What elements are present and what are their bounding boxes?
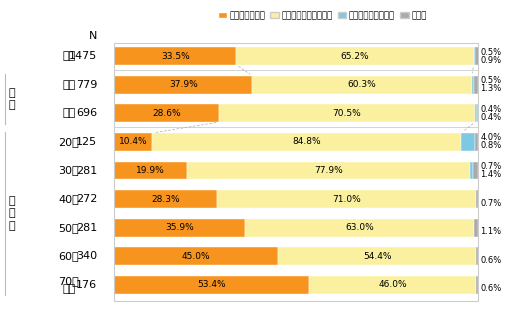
Text: 33.5%: 33.5% (161, 51, 190, 60)
Text: 176: 176 (76, 280, 97, 290)
Text: 50代: 50代 (58, 223, 79, 233)
Text: 1.1%: 1.1% (480, 227, 502, 236)
Text: 1.4%: 1.4% (480, 170, 502, 179)
Legend: よく知っている, 言葉だけは知っている, 言葉も知らなかった, 無回答: よく知っている, 言葉だけは知っている, 言葉も知らなかった, 無回答 (215, 7, 430, 23)
Bar (114, 104, 218, 122)
Text: 35.9%: 35.9% (165, 223, 194, 232)
Bar (475, 47, 479, 65)
Text: 71.0%: 71.0% (332, 195, 361, 204)
Text: N: N (89, 31, 97, 41)
Text: 60.3%: 60.3% (348, 80, 376, 89)
Text: 28.6%: 28.6% (152, 109, 181, 118)
Text: 37.9%: 37.9% (169, 80, 198, 89)
Text: 0.6%: 0.6% (480, 256, 502, 265)
Text: 1.3%: 1.3% (480, 84, 502, 93)
Text: 0.4%: 0.4% (480, 113, 502, 122)
Text: 77.9%: 77.9% (314, 166, 343, 175)
Bar (476, 190, 478, 208)
Text: 全体: 全体 (62, 51, 75, 61)
Text: 84.8%: 84.8% (292, 137, 321, 146)
Bar (474, 219, 478, 237)
Text: 19.9%: 19.9% (136, 166, 165, 175)
Text: 65.2%: 65.2% (341, 51, 369, 60)
Bar (477, 104, 478, 122)
Text: 779: 779 (76, 80, 97, 90)
Bar (114, 276, 309, 294)
Bar (114, 133, 152, 151)
Bar (474, 47, 475, 65)
Text: 男性: 男性 (62, 80, 75, 90)
Text: 0.6%: 0.6% (480, 285, 502, 294)
Text: 0.7%: 0.7% (480, 199, 502, 208)
Text: 70歳: 70歳 (58, 276, 79, 286)
Text: 以上: 以上 (62, 284, 75, 294)
Bar (114, 190, 217, 208)
Text: 1475: 1475 (69, 51, 97, 61)
Bar (114, 247, 278, 265)
Bar (476, 247, 478, 265)
Bar (114, 76, 252, 94)
Bar (309, 276, 476, 294)
Text: 0.7%: 0.7% (480, 162, 502, 171)
Text: 4.0%: 4.0% (480, 133, 502, 142)
Text: 0.9%: 0.9% (480, 55, 502, 64)
Bar (187, 162, 471, 179)
Text: 45.0%: 45.0% (182, 252, 211, 261)
Text: 46.0%: 46.0% (378, 281, 407, 290)
Bar (278, 247, 476, 265)
Bar (471, 162, 473, 179)
Bar (475, 133, 478, 151)
Bar (217, 190, 476, 208)
Text: 年
代
別: 年 代 別 (8, 196, 15, 231)
Text: 272: 272 (76, 194, 97, 204)
Text: 63.0%: 63.0% (345, 223, 374, 232)
Text: 0.4%: 0.4% (480, 105, 502, 114)
Bar (114, 162, 187, 179)
Bar (476, 276, 478, 294)
Text: 70.5%: 70.5% (332, 109, 361, 118)
Bar (114, 47, 236, 65)
Text: 40代: 40代 (58, 194, 79, 204)
Text: 60代: 60代 (58, 251, 79, 261)
Bar (152, 133, 461, 151)
Bar (114, 219, 245, 237)
Bar (218, 104, 475, 122)
Text: 53.4%: 53.4% (197, 281, 226, 290)
Text: 340: 340 (76, 251, 97, 261)
Text: 125: 125 (76, 137, 97, 147)
Text: 30代: 30代 (58, 166, 79, 175)
Text: 10.4%: 10.4% (119, 137, 148, 146)
Bar (475, 104, 477, 122)
Bar (472, 76, 474, 94)
Text: 0.8%: 0.8% (480, 141, 502, 150)
Bar (473, 162, 478, 179)
Text: 0.5%: 0.5% (480, 47, 502, 56)
Text: 54.4%: 54.4% (363, 252, 392, 261)
Bar (236, 47, 474, 65)
Bar (245, 219, 474, 237)
Text: 20代: 20代 (58, 137, 79, 147)
Bar (461, 133, 475, 151)
Text: 696: 696 (76, 108, 97, 118)
Bar (474, 76, 478, 94)
Text: 0.5%: 0.5% (480, 76, 502, 85)
Text: 28.3%: 28.3% (152, 195, 180, 204)
Text: 281: 281 (76, 223, 97, 233)
Text: 性
別: 性 別 (8, 88, 15, 110)
Text: 281: 281 (76, 166, 97, 175)
Text: 女性: 女性 (62, 108, 75, 118)
Bar (252, 76, 472, 94)
